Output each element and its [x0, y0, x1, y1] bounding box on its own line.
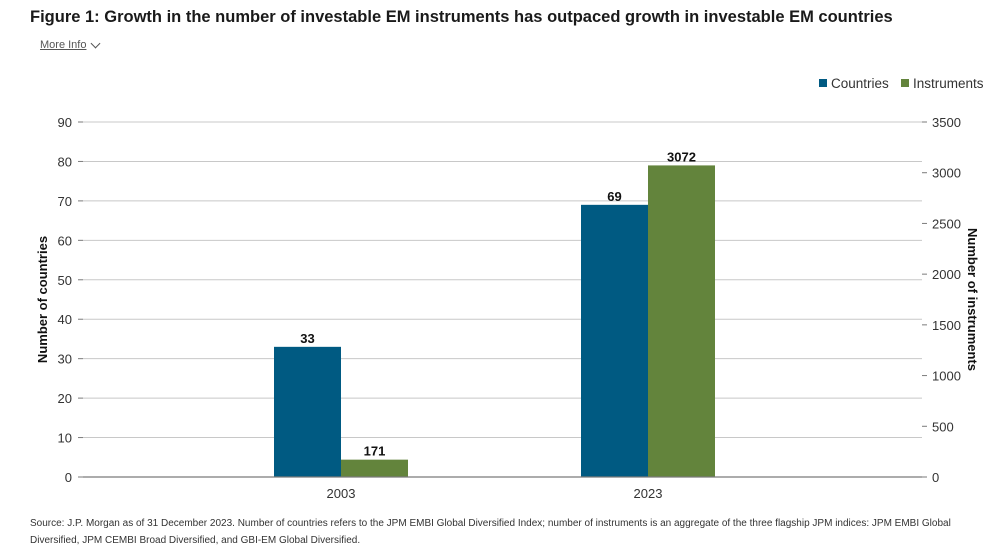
bar-instruments	[648, 165, 715, 477]
left-tick-label: 50	[58, 273, 72, 288]
page-title: Figure 1: Growth in the number of invest…	[30, 8, 893, 26]
left-tick-label: 0	[65, 470, 72, 485]
left-tick-label: 30	[58, 352, 72, 367]
data-label: 33	[300, 331, 314, 346]
right-tick-label: 2000	[932, 267, 961, 282]
right-tick-label: 0	[932, 470, 939, 485]
x-tick-label: 2023	[634, 486, 663, 501]
left-tick-label: 80	[58, 154, 72, 169]
right-tick-label: 1500	[932, 318, 961, 333]
data-label: 171	[364, 444, 386, 459]
right-tick-label: 2500	[932, 216, 961, 231]
right-tick-label: 3500	[932, 115, 961, 130]
bar-countries	[274, 346, 341, 477]
legend-countries-swatch	[819, 79, 827, 87]
left-tick-label: 70	[58, 194, 72, 209]
left-tick-label: 40	[58, 312, 72, 327]
left-tick-label: 90	[58, 115, 72, 130]
data-label: 69	[607, 189, 621, 204]
left-tick-label: 20	[58, 391, 72, 406]
more-info-toggle[interactable]: More Info	[40, 38, 101, 51]
source-note: Source: J.P. Morgan as of 31 December 20…	[30, 518, 951, 546]
bar-countries	[581, 204, 648, 478]
bar-chart: 0 10 20 30 40 50 60 70 80 90 0 500 1000 1500 2000 2500 3…	[35, 76, 984, 501]
y-left-axis-title: Number of countries	[35, 236, 50, 363]
left-tick-label: 10	[58, 431, 72, 446]
data-label: 3072	[667, 149, 696, 164]
x-tick-label: 2003	[327, 486, 356, 501]
legend-instruments-label: Instruments	[913, 76, 984, 91]
left-tick-label: 60	[58, 233, 72, 248]
right-tick-label: 500	[932, 419, 954, 434]
bar-instruments	[341, 459, 408, 477]
legend-instruments-swatch	[901, 79, 909, 87]
legend-countries-label: Countries	[831, 76, 889, 91]
right-tick-label: 3000	[932, 166, 961, 181]
more-info-label: More Info	[40, 39, 87, 51]
y-right-axis-title: Number of instruments	[965, 228, 980, 371]
right-tick-label: 1000	[932, 369, 961, 384]
